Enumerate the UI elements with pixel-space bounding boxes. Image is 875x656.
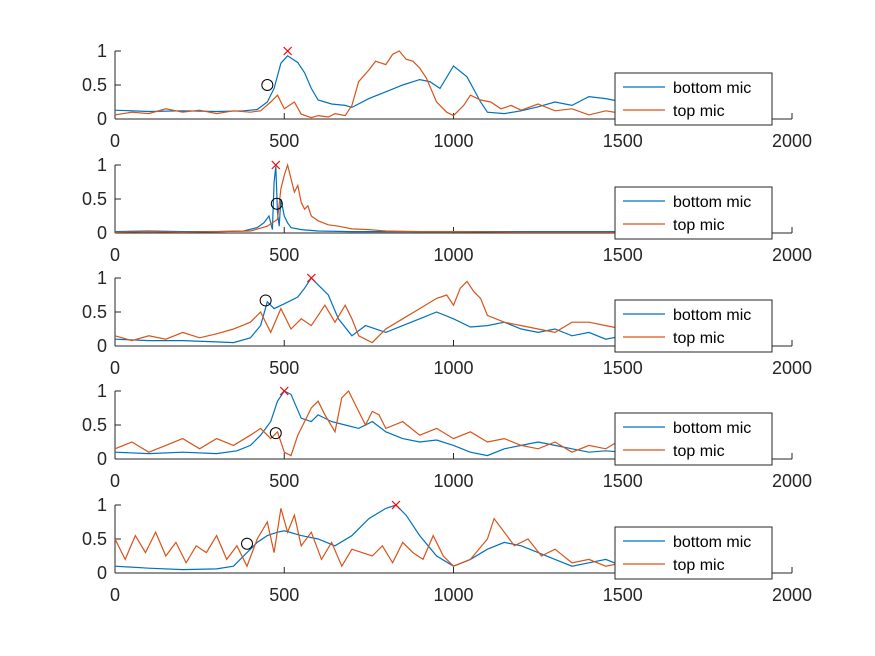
x-tick-label: 0 — [110, 245, 120, 265]
subplot-4: 0 0.5 1 0 500 1000 1500 2000 bottom mic top mic — [82, 381, 812, 491]
subplot-5: 0 0.5 1 0 500 1000 1500 2000 bottom mic top mic — [82, 495, 812, 605]
series-bottom-mic — [114, 55, 623, 115]
y-tick-label: 1 — [97, 155, 107, 175]
x-tick-label: 1500 — [603, 245, 643, 265]
x-tick-label: 1000 — [433, 471, 473, 491]
series-bottom-mic — [114, 504, 624, 571]
legend: bottom mic top mic — [614, 412, 773, 466]
y-tick-label: 0.5 — [82, 189, 107, 209]
y-tick-label: 0 — [97, 336, 107, 356]
x-tick-label: 500 — [269, 358, 299, 378]
y-tick-label: 1 — [97, 381, 107, 401]
x-tick-label: 1500 — [603, 131, 643, 151]
peak-marker-stroke — [306, 273, 316, 283]
peak-marker — [391, 500, 401, 510]
y-tick-label: 1 — [97, 495, 107, 515]
y-tick-label: 0 — [97, 223, 107, 243]
subplot-1: 0 0.5 1 0 500 1000 1500 2000 bottom mic top mic — [82, 41, 812, 151]
y-tick-label: 0 — [97, 449, 107, 469]
onset-marker — [269, 427, 282, 440]
subplot-3: 0 0.5 1 0 500 1000 1500 2000 bottom mic top mic — [82, 268, 812, 378]
series-bottom-mic — [114, 166, 623, 233]
series-top-mic — [114, 389, 624, 457]
y-tick-label: 1 — [97, 268, 107, 288]
y-tick-label: 1 — [97, 41, 107, 61]
x-tick-label: 500 — [269, 585, 299, 605]
x-tick-label: 0 — [110, 585, 120, 605]
series-top-mic — [114, 50, 623, 119]
legend-box — [614, 412, 773, 466]
legend-label: bottom mic — [673, 80, 751, 97]
x-tick-label: 2000 — [772, 131, 812, 151]
x-tick-label: 500 — [269, 131, 299, 151]
x-tick-label: 1000 — [433, 358, 473, 378]
legend: bottom mic top mic — [614, 526, 773, 580]
y-tick-label: 0 — [97, 563, 107, 583]
series-bottom-mic — [114, 390, 623, 457]
x-tick-label: 500 — [269, 471, 299, 491]
peak-marker — [279, 386, 289, 396]
series-top-mic — [114, 508, 623, 568]
legend-label: bottom mic — [673, 420, 751, 437]
x-tick-label: 1000 — [433, 245, 473, 265]
legend-label: bottom mic — [673, 307, 751, 324]
legend: bottom mic top mic — [614, 72, 773, 126]
legend-label: top mic — [673, 217, 725, 234]
y-tick-label: 0.5 — [82, 302, 107, 322]
x-tick-label: 0 — [110, 131, 120, 151]
peak-marker-stroke — [271, 160, 281, 170]
x-tick-label: 1500 — [603, 471, 643, 491]
legend-box — [614, 72, 773, 126]
legend: bottom mic top mic — [614, 299, 773, 353]
y-tick-label: 0 — [97, 109, 107, 129]
legend-box — [614, 186, 773, 240]
x-tick-label: 1000 — [433, 585, 473, 605]
legend-label: bottom mic — [673, 534, 751, 551]
x-tick-label: 0 — [110, 471, 120, 491]
legend-label: top mic — [673, 103, 725, 120]
y-tick-label: 0.5 — [82, 415, 107, 435]
onset-marker — [241, 537, 254, 550]
y-tick-label: 0.5 — [82, 529, 107, 549]
legend: bottom mic top mic — [614, 186, 773, 240]
series-top-mic — [114, 162, 623, 233]
x-tick-label: 2000 — [772, 358, 812, 378]
peak-marker-stroke — [391, 500, 401, 510]
series-top-mic — [114, 280, 623, 344]
series-bottom-mic — [114, 277, 623, 344]
onset-marker — [270, 197, 283, 210]
legend-box — [614, 299, 773, 353]
x-tick-label: 0 — [110, 358, 120, 378]
x-tick-label: 1500 — [603, 358, 643, 378]
x-tick-label: 500 — [269, 245, 299, 265]
x-tick-label: 2000 — [772, 471, 812, 491]
legend-label: top mic — [673, 557, 725, 574]
peak-marker — [306, 273, 316, 283]
x-tick-label: 1500 — [603, 585, 643, 605]
x-tick-label: 2000 — [772, 245, 812, 265]
y-tick-label: 0.5 — [82, 75, 107, 95]
peak-marker-stroke — [283, 46, 293, 56]
x-tick-label: 2000 — [772, 585, 812, 605]
legend-label: top mic — [673, 330, 725, 347]
onset-marker — [261, 79, 274, 91]
legend-label: top mic — [673, 443, 725, 460]
peak-marker — [283, 46, 293, 56]
onset-marker — [259, 294, 272, 307]
subplot-2: 0 0.5 1 0 500 1000 1500 2000 bottom mic top mic — [82, 155, 812, 265]
peak-marker-stroke — [279, 386, 289, 396]
peak-marker — [271, 160, 281, 170]
x-tick-label: 1000 — [433, 131, 473, 151]
legend-label: bottom mic — [673, 194, 751, 211]
legend-box — [614, 526, 773, 580]
